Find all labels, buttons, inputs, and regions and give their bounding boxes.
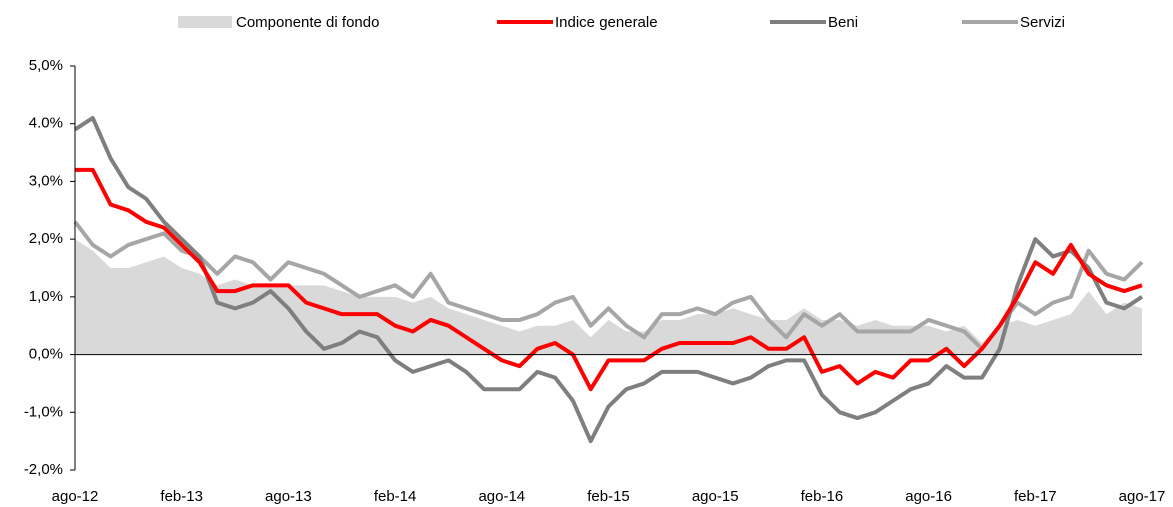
x-tick-label: ago-15 bbox=[692, 488, 739, 505]
legend-label: Beni bbox=[828, 14, 858, 31]
legend-swatch bbox=[178, 16, 232, 28]
x-tick-label: ago-16 bbox=[905, 488, 952, 505]
line bbox=[73, 115, 1144, 444]
line bbox=[73, 220, 1144, 351]
x-tick-label: feb-13 bbox=[160, 488, 203, 505]
y-tick-label: 1,0% bbox=[29, 288, 63, 305]
x-tick-label: ago-13 bbox=[265, 488, 312, 505]
y-tick-label: 5,0% bbox=[29, 57, 63, 74]
x-tick-label: feb-14 bbox=[374, 488, 417, 505]
x-tick-label: ago-14 bbox=[478, 488, 525, 505]
y-tick-label: 4.0% bbox=[29, 115, 63, 132]
legend-label: Indice generale bbox=[555, 14, 658, 31]
x-tick-label: ago-17 bbox=[1119, 488, 1166, 505]
legend-label: Componente di fondo bbox=[236, 14, 379, 31]
x-tick-label: feb-15 bbox=[587, 488, 630, 505]
y-tick-label: -1,0% bbox=[24, 403, 63, 420]
x-tick-label: feb-17 bbox=[1014, 488, 1057, 505]
x-tick-label: feb-16 bbox=[801, 488, 844, 505]
x-tick-label: ago-12 bbox=[52, 488, 99, 505]
y-tick-label: 3,0% bbox=[29, 172, 63, 189]
area bbox=[75, 239, 1142, 355]
line bbox=[75, 167, 1143, 392]
y-tick-label: -2,0% bbox=[24, 461, 63, 478]
y-tick-label: 2,0% bbox=[29, 230, 63, 247]
y-tick-label: 0,0% bbox=[29, 346, 63, 363]
legend-label: Servizi bbox=[1020, 14, 1065, 31]
